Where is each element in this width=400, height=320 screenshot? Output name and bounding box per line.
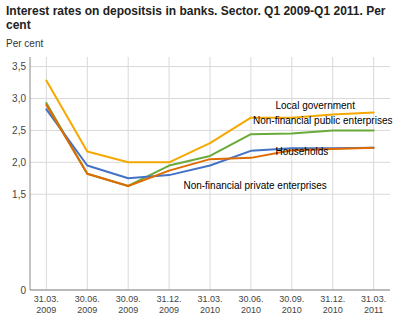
x-axis-line [30, 290, 390, 291]
y-axis-label: Per cent [6, 38, 43, 49]
x-tick-label: 31.12.2009 [157, 294, 182, 315]
x-grid-line [128, 57, 129, 290]
annotation: Non-financial public enterprises [253, 115, 393, 126]
x-tick-label-line: 31.03. [197, 294, 222, 304]
x-tick-label-line: 2009 [159, 305, 179, 315]
y-grid-line [30, 290, 390, 291]
x-tick-label-line: 2009 [36, 305, 56, 315]
x-grid-line [250, 57, 251, 290]
x-tick-label-line: 2010 [282, 305, 302, 315]
y-tick-label: 3,0 [12, 93, 26, 104]
x-tick-label: 31.12.2010 [320, 294, 345, 315]
x-tick-label: 30.06.2009 [75, 294, 100, 315]
y-tick-label: 0 [20, 285, 26, 296]
title: Interest rates on depositsis in banks. S… [6, 4, 386, 32]
x-tick-label-line: 2009 [77, 305, 97, 315]
x-tick-label-line: 30.09. [279, 294, 304, 304]
x-grid-line [46, 57, 47, 290]
x-grid-line [291, 57, 292, 290]
x-grid-line [332, 57, 333, 290]
title-line: cent [6, 18, 31, 32]
x-tick-label-line: 31.12. [320, 294, 345, 304]
chart: Interest rates on depositsis in banks. S… [0, 0, 400, 320]
x-tick-label-line: 30.09. [116, 294, 141, 304]
grid [30, 57, 390, 290]
x-tick-label: 30.09.2009 [116, 294, 141, 315]
x-tick-label: 31.03.2011 [361, 294, 386, 315]
x-tick-label-line: 2010 [323, 305, 343, 315]
y-tick-label: 1,5 [12, 189, 26, 200]
annotation: Local government [275, 100, 355, 111]
y-tick-label: 3,5 [12, 61, 26, 72]
x-tick-label: 31.03.2009 [34, 294, 59, 315]
x-grid-line [373, 57, 374, 290]
title-line: Interest rates on depositsis in banks. S… [6, 4, 386, 18]
y-axis-line [30, 57, 31, 290]
x-tick-label-line: 31.03. [361, 294, 386, 304]
x-tick-label-line: 2011 [364, 305, 383, 315]
x-tick-label: 30.06.2010 [238, 294, 263, 315]
x-grid-line [169, 57, 170, 290]
x-tick-label-line: 2009 [118, 305, 138, 315]
data [46, 81, 373, 186]
x-tick-label: 30.09.2010 [279, 294, 304, 315]
y-tick-label: 2,0 [12, 157, 26, 168]
y-tick-label: 2,5 [12, 125, 26, 136]
x-tick-label-line: 2010 [200, 305, 220, 315]
x-tick-label-line: 31.12. [157, 294, 182, 304]
x-tick-label-line: 30.06. [238, 294, 263, 304]
x-tick-label-line: 30.06. [75, 294, 100, 304]
x-tick-label-line: 2010 [241, 305, 261, 315]
annotation: Non-financial private enterprises [183, 180, 326, 191]
x-tick-label: 31.03.2010 [197, 294, 222, 315]
x-grid-line [210, 57, 211, 290]
x-tick-label-line: 31.03. [34, 294, 59, 304]
annotation: Households [275, 146, 328, 157]
